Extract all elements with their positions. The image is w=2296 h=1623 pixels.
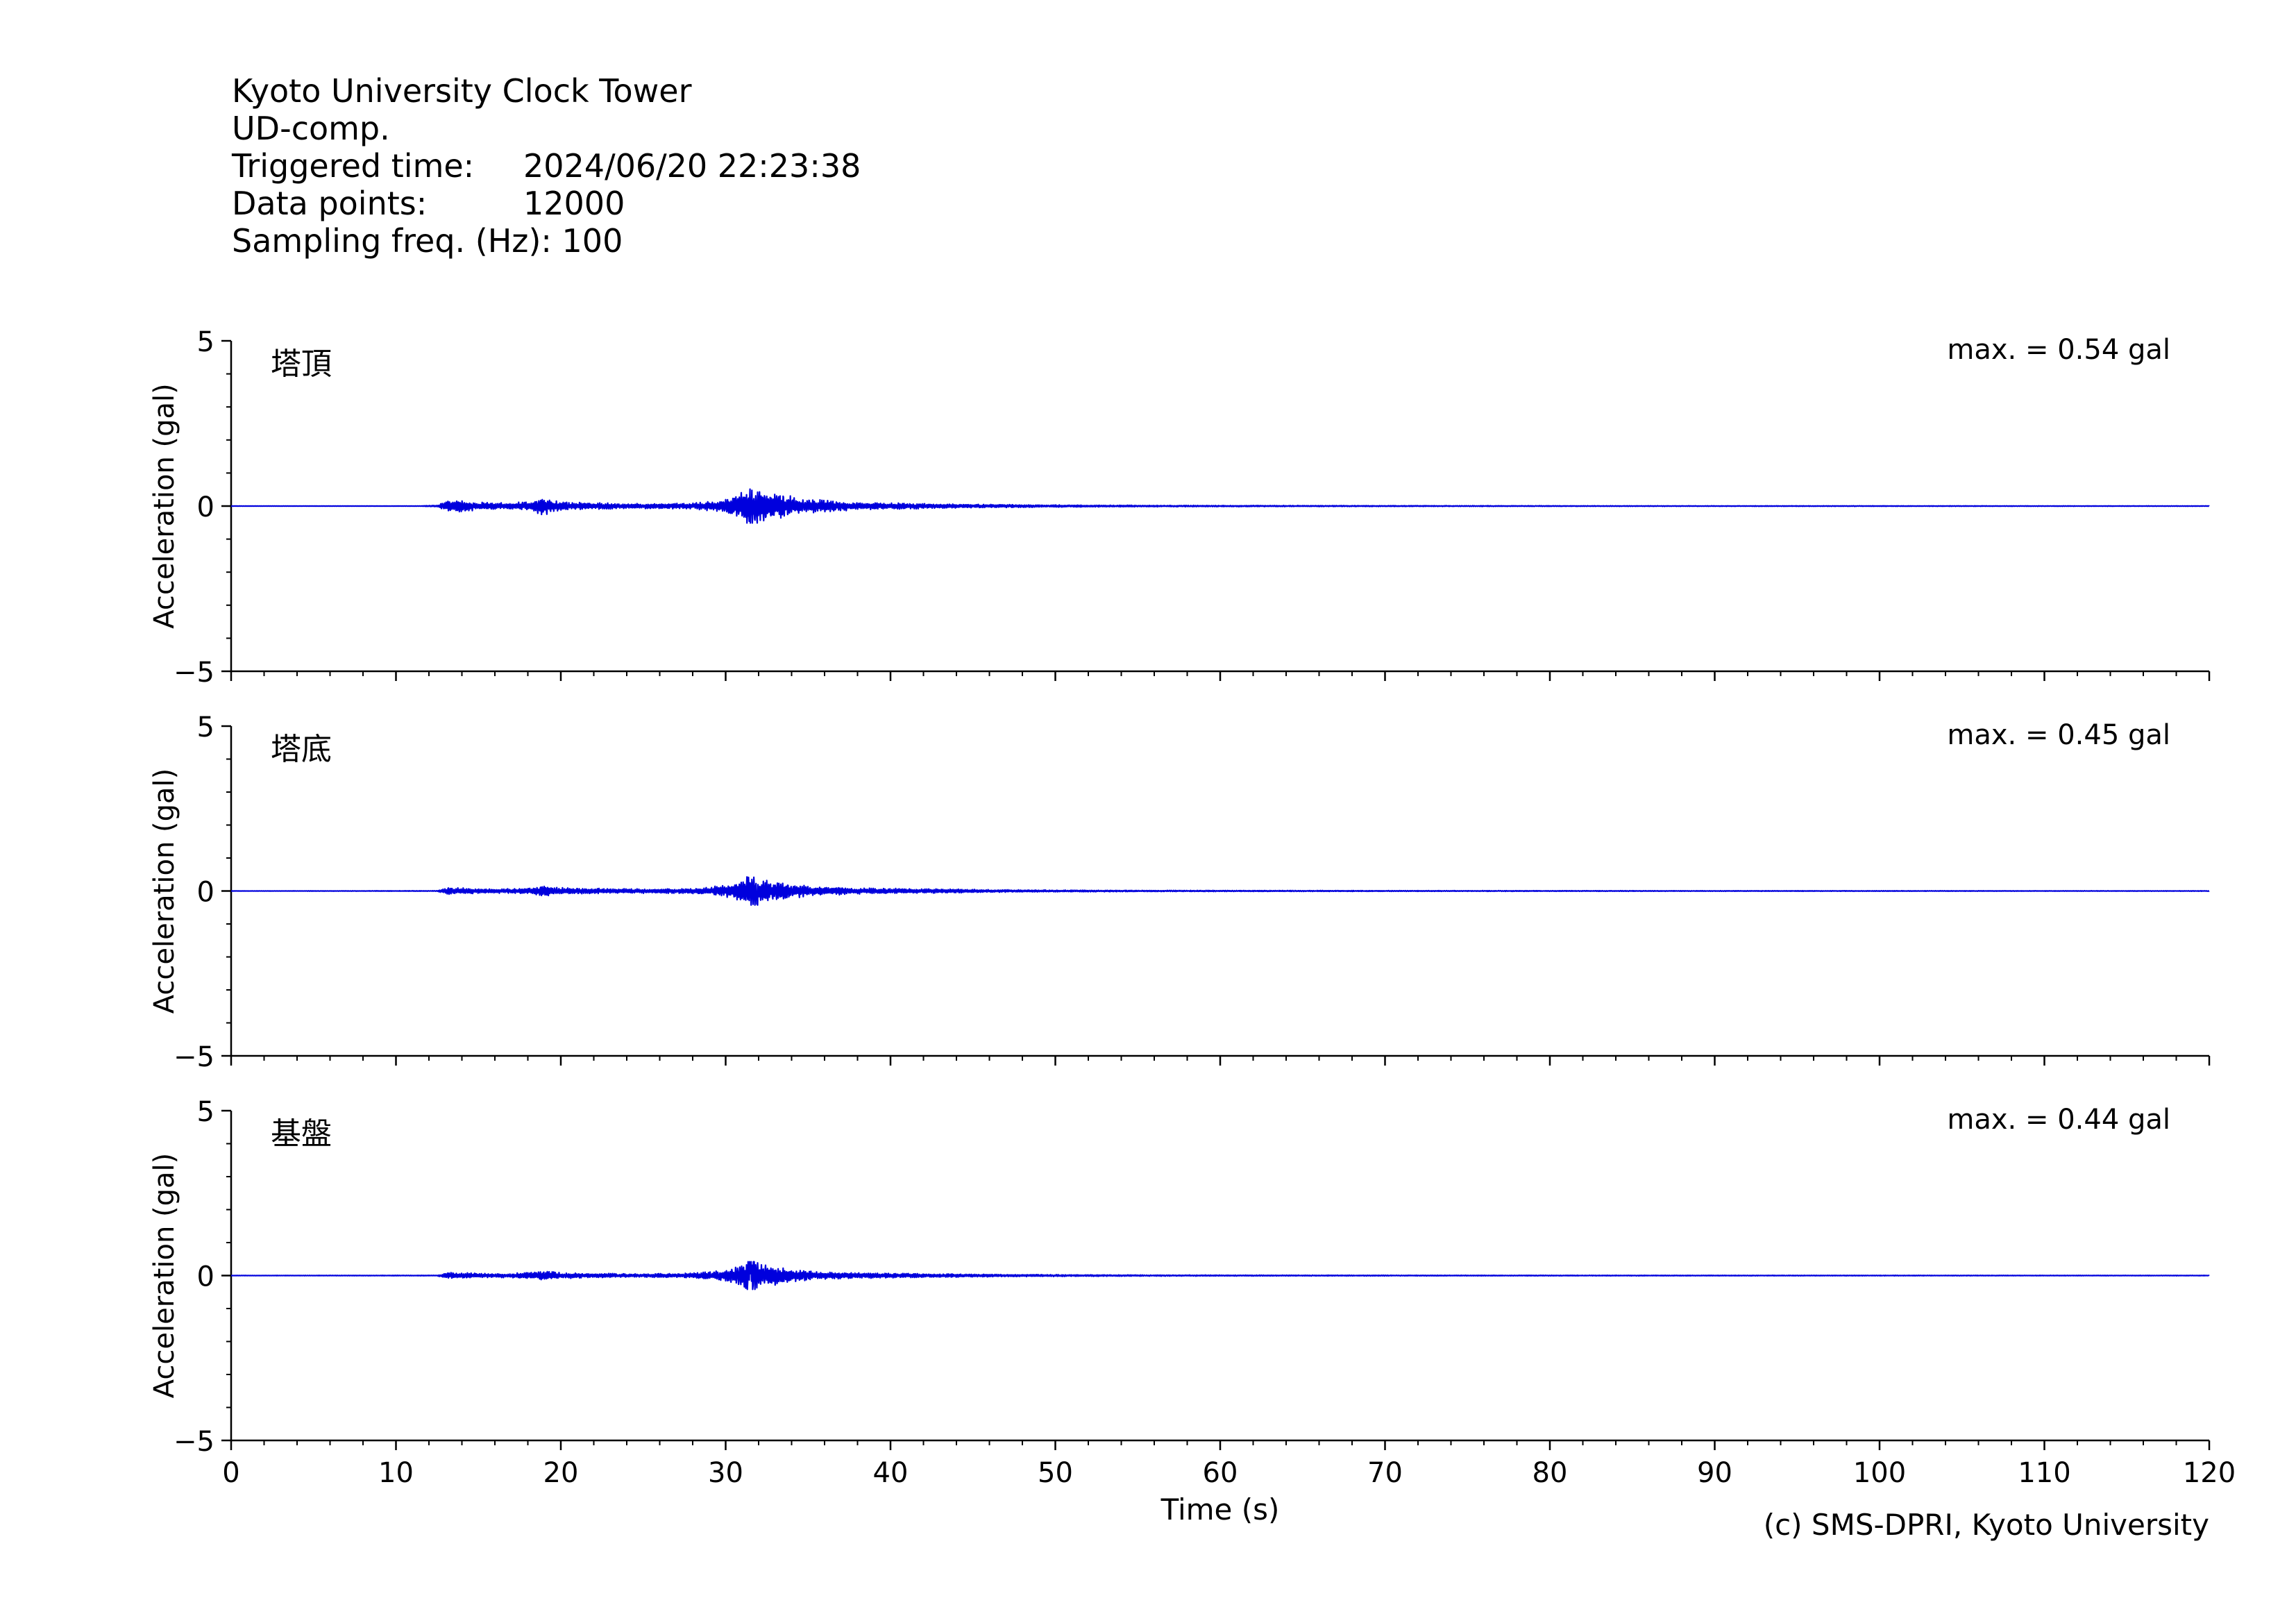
y-tick-label: 0 xyxy=(197,491,214,523)
x-tick-label: 40 xyxy=(873,1457,909,1489)
y-axis-label: Acceleration (gal) xyxy=(149,383,180,629)
chart-panel-1: 5 0 −5 Acceleration (gal) 塔頂 max. = 0.54 gal xyxy=(149,326,2211,689)
x-tick-label: 70 xyxy=(1367,1457,1403,1489)
record-header: Kyoto University Clock Tower UD-comp. Tr… xyxy=(232,72,861,260)
y-tick-label: 5 xyxy=(197,326,214,358)
acceleration-trace xyxy=(230,488,2210,524)
y-tick-label: 0 xyxy=(197,877,214,909)
y-tick-label: 5 xyxy=(197,712,214,743)
acceleration-trace xyxy=(230,876,2210,906)
points-row: Data points: 12000 xyxy=(232,185,861,222)
y-axis-label: Acceleration (gal) xyxy=(149,1153,180,1399)
x-tick-label: 20 xyxy=(543,1457,579,1489)
max-annotation: max. = 0.45 gal xyxy=(1947,719,2170,751)
x-tick-label: 90 xyxy=(1697,1457,1732,1489)
freq-label: Sampling freq. (Hz): xyxy=(232,222,552,260)
x-tick-label: 0 xyxy=(222,1457,239,1489)
x-tick-label: 110 xyxy=(2018,1457,2070,1489)
max-annotation: max. = 0.44 gal xyxy=(1947,1104,2170,1136)
x-tick-label: 100 xyxy=(1853,1457,1906,1489)
panel-label: 塔底 xyxy=(271,732,332,767)
component-label: UD-comp. xyxy=(232,110,390,147)
x-tick-label: 60 xyxy=(1203,1457,1238,1489)
points-value: 12000 xyxy=(523,185,625,222)
y-axis-label: Acceleration (gal) xyxy=(149,768,180,1014)
x-tick-label: 10 xyxy=(378,1457,414,1489)
y-tick-label: −5 xyxy=(174,1426,214,1458)
freq-row: Sampling freq. (Hz): 100 xyxy=(232,222,861,260)
station-name: Kyoto University Clock Tower xyxy=(232,72,692,110)
x-tick-label: 80 xyxy=(1533,1457,1568,1489)
x-tick-label: 50 xyxy=(1038,1457,1073,1489)
chart-panel-2: 5 0 −5 Acceleration (gal) 塔底 max. = 0.45 gal xyxy=(149,712,2211,1073)
triggered-value: 2024/06/20 22:23:38 xyxy=(523,147,861,185)
y-tick-label: −5 xyxy=(174,1041,214,1073)
x-tick-label: 120 xyxy=(2183,1457,2236,1489)
x-tick-label: 30 xyxy=(708,1457,743,1489)
panel-label: 塔頂 xyxy=(271,346,332,382)
y-tick-label: −5 xyxy=(174,657,214,689)
triggered-row: Triggered time: 2024/06/20 22:23:38 xyxy=(232,147,861,185)
acceleration-trace xyxy=(230,1261,2210,1290)
panel-label: 基盤 xyxy=(271,1116,332,1152)
max-annotation: max. = 0.54 gal xyxy=(1947,334,2170,366)
freq-value: 100 xyxy=(562,222,623,260)
triggered-label: Triggered time: xyxy=(232,147,475,185)
copyright-credit: (c) SMS-DPRI, Kyoto University xyxy=(1763,1508,2209,1542)
points-label: Data points: xyxy=(232,185,428,222)
y-tick-label: 0 xyxy=(197,1261,214,1293)
y-tick-label: 5 xyxy=(197,1096,214,1128)
x-axis-label: Time (s) xyxy=(1160,1492,1280,1527)
